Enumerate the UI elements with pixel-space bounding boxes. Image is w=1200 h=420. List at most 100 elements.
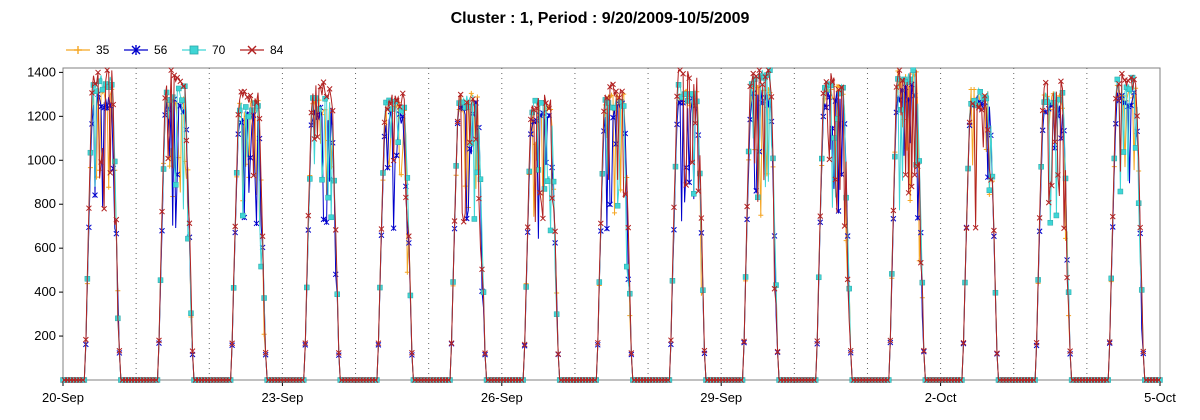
data-point: [1067, 348, 1073, 354]
data-point: [305, 212, 312, 219]
data-point: [811, 377, 817, 383]
data-point: [183, 137, 190, 144]
data-point: [747, 116, 754, 123]
data-point: [911, 172, 918, 178]
data-point: [823, 79, 830, 85]
data-point: [975, 104, 982, 111]
data-point: [533, 105, 540, 112]
data-point: [323, 93, 330, 100]
data-point: [826, 156, 833, 163]
data-point: [404, 269, 410, 275]
data-point: [459, 99, 465, 106]
data-point: [176, 155, 182, 161]
data-point: [549, 195, 555, 201]
data-point: [247, 154, 254, 161]
data-point: [605, 100, 612, 106]
y-tick-label: 600: [34, 240, 56, 255]
data-point: [741, 338, 747, 345]
data-point: [675, 81, 682, 88]
data-point: [994, 350, 1000, 357]
data-point: [678, 94, 685, 101]
data-point: [466, 145, 473, 152]
data-point: [1047, 219, 1054, 226]
data-point: [153, 377, 159, 383]
data-point: [79, 377, 86, 383]
data-point: [112, 158, 118, 165]
data-point: [613, 88, 619, 95]
data-point: [92, 192, 98, 198]
data-point: [622, 130, 629, 137]
data-point: [1155, 377, 1162, 383]
data-point: [189, 348, 196, 354]
data-point: [390, 225, 397, 232]
data-point: [527, 116, 534, 123]
data-point: [335, 350, 342, 356]
data-point: [101, 205, 107, 212]
data-point: [1134, 113, 1141, 119]
data-point: [107, 169, 114, 176]
data-point: [243, 104, 249, 110]
y-tick-label: 400: [34, 284, 56, 299]
data-point: [302, 340, 309, 347]
data-point: [695, 188, 702, 194]
data-point: [398, 172, 404, 178]
data-point: [1109, 213, 1116, 220]
data-point: [319, 176, 325, 183]
data-point: [83, 336, 89, 343]
data-point: [1065, 289, 1072, 295]
data-point: [165, 155, 171, 162]
data-point: [908, 183, 915, 190]
y-tick-label: 800: [34, 196, 56, 211]
data-point: [957, 377, 964, 383]
data-point: [963, 225, 970, 232]
data-point: [1112, 95, 1119, 102]
data-point: [541, 186, 548, 192]
data-point: [765, 67, 772, 74]
data-point: [262, 349, 269, 356]
data-point: [971, 86, 977, 92]
data-point: [235, 111, 242, 118]
data-point: [1106, 339, 1113, 345]
data-point: [1140, 348, 1147, 355]
data-point: [988, 177, 994, 183]
data-point: [591, 377, 598, 383]
data-point: [167, 163, 173, 169]
data-point: [552, 228, 558, 235]
data-point: [482, 350, 488, 356]
data-point: [261, 331, 267, 337]
data-point: [814, 338, 821, 344]
legend-item-56: 56: [124, 43, 174, 57]
data-point: [246, 113, 252, 120]
data-point: [174, 74, 181, 81]
data-point: [1132, 145, 1139, 151]
data-point: [546, 105, 552, 112]
data-point: [738, 377, 744, 383]
data-point: [325, 194, 331, 201]
data-point: [241, 88, 248, 95]
y-tick-label: 200: [34, 328, 56, 343]
data-point: [665, 377, 671, 383]
data-point: [774, 348, 781, 355]
data-point: [86, 205, 92, 212]
legend-label: 84: [270, 43, 284, 57]
data-point: [1119, 70, 1125, 77]
data-point: [698, 215, 705, 221]
x-tick-label: 26-Sep: [481, 390, 523, 405]
data-point: [1135, 200, 1142, 206]
data-point: [614, 202, 621, 209]
data-point: [390, 157, 397, 164]
chart-title: Cluster : 1, Period : 9/20/2009-10/5/200…: [450, 10, 750, 27]
data-point: [983, 95, 990, 102]
data-point: [1064, 274, 1070, 281]
data-point: [326, 86, 333, 92]
data-point: [479, 266, 485, 273]
data-point: [229, 340, 235, 347]
data-point: [159, 208, 165, 215]
data-point: [747, 83, 754, 90]
data-point: [375, 340, 382, 347]
data-point: [555, 351, 562, 357]
data-point: [674, 93, 680, 100]
data-point: [847, 347, 854, 354]
data-point: [106, 184, 112, 190]
